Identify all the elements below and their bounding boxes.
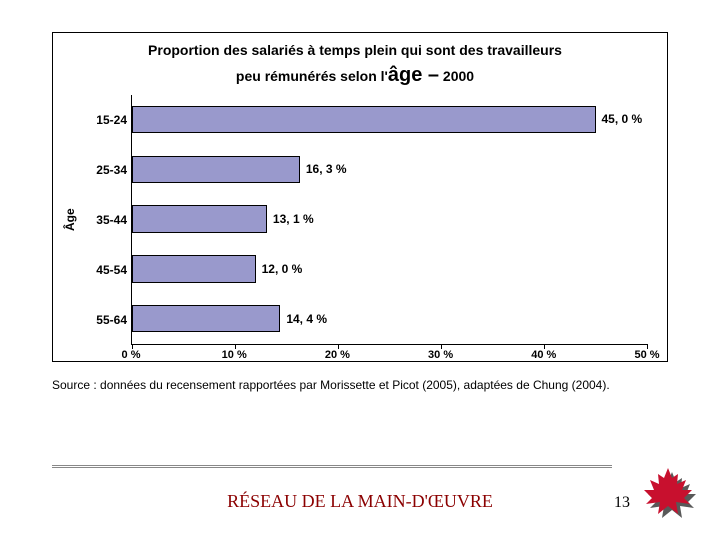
bar — [132, 305, 280, 332]
footer-divider — [52, 465, 612, 468]
footer-text: RÉSEAU DE LA MAIN-D'ŒUVRE — [0, 491, 720, 512]
plot-area: 45, 0 % 16, 3 % 13, 1 % 12, 0 % 14, 4 % — [131, 95, 647, 345]
bar — [132, 106, 596, 133]
bar-value-label: 12, 0 % — [262, 262, 303, 276]
x-tick-label: 50 % — [634, 349, 659, 361]
title-line2-pre: peu rémunérés selon l' — [236, 68, 388, 84]
slide: Proportion des salariés à temps plein qu… — [0, 0, 720, 540]
bar — [132, 255, 256, 282]
x-tick-label: 40 % — [531, 349, 556, 361]
category-label: 35-44 — [96, 213, 127, 227]
title-line1: Proportion des salariés à temps plein qu… — [148, 42, 562, 58]
bar — [132, 156, 300, 183]
bar-value-label: 16, 3 % — [306, 162, 347, 176]
source-text: Source : données du recensement rapporté… — [52, 378, 612, 394]
category-labels: 15-24 25-34 35-44 45-54 55-64 — [81, 95, 131, 345]
chart-body: Âge 15-24 25-34 35-44 45-54 55-64 45, 0 % 16,… — [63, 95, 647, 345]
x-tick-label: 10 % — [222, 349, 247, 361]
bar-value-label: 14, 4 % — [286, 312, 327, 326]
chart-title: Proportion des salariés à temps plein qu… — [63, 41, 647, 89]
title-line2-post: 2000 — [439, 68, 474, 84]
maple-leaf-logo — [642, 466, 702, 526]
bar — [132, 205, 267, 232]
y-axis-label: Âge — [63, 95, 81, 345]
x-axis: 0 %10 %20 %30 %40 %50 % — [131, 345, 647, 365]
category-label: 25-34 — [96, 163, 127, 177]
title-line2-emph: âge – — [388, 64, 439, 86]
x-tick-label: 30 % — [428, 349, 453, 361]
x-tick-label: 0 % — [122, 349, 141, 361]
bar-value-label: 13, 1 % — [273, 212, 314, 226]
chart-container: Proportion des salariés à temps plein qu… — [52, 32, 668, 362]
bar-value-label: 45, 0 % — [602, 112, 643, 126]
x-tick-label: 20 % — [325, 349, 350, 361]
category-label: 15-24 — [96, 113, 127, 127]
category-label: 55-64 — [96, 313, 127, 327]
page-number: 13 — [614, 494, 630, 512]
category-label: 45-54 — [96, 263, 127, 277]
